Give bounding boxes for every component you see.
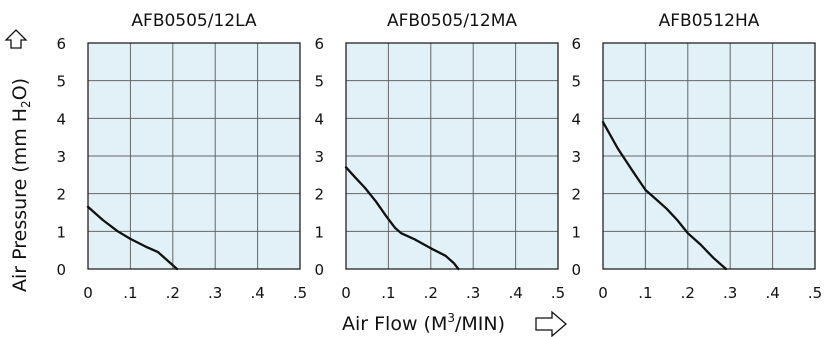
x-tick-label: .3: [466, 284, 480, 302]
x-tick-label: .1: [638, 284, 652, 302]
y-tick-label: 6: [314, 35, 324, 53]
chart-title: AFB0505/12LA: [131, 11, 257, 31]
x-tick-label: .2: [166, 284, 180, 302]
chart-panel-afb0505-12la: 0 1 2 3 4 5 6 0 .1 .2 .3 .4 .5 AFB0505/12LA: [56, 11, 307, 302]
y-tick-label: 1: [314, 223, 324, 241]
y-tick-label: 0: [314, 261, 324, 279]
chart-title: AFB0512HA: [659, 11, 760, 31]
y-axis-label: Air Pressure (mm H2O): [9, 78, 33, 292]
y-tick-label: 6: [56, 35, 66, 53]
chart-panel-afb0512ha: 0 1 2 3 4 5 6 0 .1 .2 .3 .4 .5 AFB0512HA: [571, 11, 822, 302]
y-tick-label: 4: [56, 110, 66, 128]
y-tick-label: 2: [571, 186, 581, 204]
y-tick-label: 5: [571, 73, 581, 91]
y-tick-label: 2: [56, 186, 66, 204]
x-tick-label: 0: [83, 284, 93, 302]
y-tick-label: 5: [314, 73, 324, 91]
series-line: [344, 166, 460, 271]
y-tick-label: 5: [56, 73, 66, 91]
x-tick-label: .5: [808, 284, 822, 302]
y-tick-label: 3: [571, 148, 581, 166]
x-tick-label: .4: [765, 284, 779, 302]
x-tick-label: .3: [723, 284, 737, 302]
x-tick-label: .2: [681, 284, 695, 302]
series-line: [601, 120, 728, 271]
arrow-right-icon: [535, 310, 567, 337]
x-tick-label: .2: [424, 284, 438, 302]
plot-frame: [87, 42, 301, 270]
y-tick-label: 4: [314, 110, 324, 128]
x-tick-label: .5: [551, 284, 565, 302]
x-tick-label: 0: [598, 284, 608, 302]
x-axis-label: Air Flow (M3/MIN): [342, 311, 505, 335]
chart-title: AFB0505/12MA: [387, 11, 517, 31]
x-axis-title: Air Flow (M3/MIN): [342, 310, 567, 337]
y-tick-label: 3: [56, 148, 66, 166]
y-tick-label: 1: [56, 223, 66, 241]
x-tick-label: .4: [508, 284, 522, 302]
plot-frame: [602, 42, 816, 270]
y-tick-label: 4: [571, 110, 581, 128]
series-line: [86, 205, 179, 271]
chart-panel-afb0505-12ma: 0 1 2 3 4 5 6 0 .1 .2 .3 .4 .5 AFB0505/12MA: [314, 11, 565, 302]
x-tick-label: .5: [293, 284, 307, 302]
y-axis-title: Air Pressure (mm H2O): [4, 29, 33, 292]
y-tick-label: 1: [571, 223, 581, 241]
plot-frame: [345, 42, 559, 270]
y-tick-label: 0: [56, 261, 66, 279]
y-tick-label: 3: [314, 148, 324, 166]
x-tick-label: .1: [123, 284, 137, 302]
x-tick-label: .1: [381, 284, 395, 302]
arrow-up-icon: [4, 29, 28, 49]
y-tick-label: 0: [571, 261, 581, 279]
x-tick-label: .4: [250, 284, 264, 302]
y-tick-label: 2: [314, 186, 324, 204]
x-tick-label: .3: [208, 284, 222, 302]
x-tick-label: 0: [341, 284, 351, 302]
y-tick-label: 6: [571, 35, 581, 53]
